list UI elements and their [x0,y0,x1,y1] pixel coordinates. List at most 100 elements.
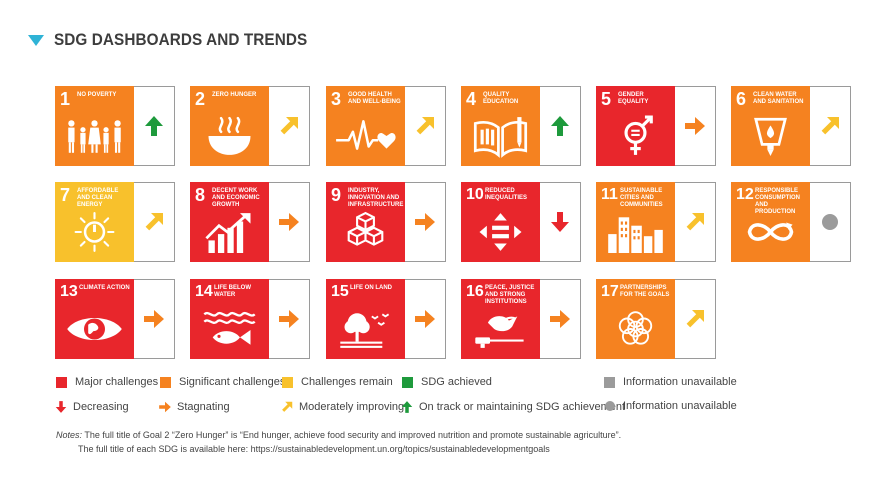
sdg-tile-13: 13 CLIMATE ACTION [55,279,134,359]
sdg-number: 12 [736,186,754,203]
grey-dot-icon [818,210,842,234]
sun-power-icon [63,208,126,256]
trend-indicator [405,279,446,359]
sdg-card-8: 8 DECENT WORK AND ECONOMIC GROWTH [190,182,310,262]
sdg-number: 2 [195,89,206,109]
sdg-label: NO POVERTY [77,92,117,98]
sdg-tile-5: 5 GENDER EQUALITY [596,86,675,166]
trend-indicator [405,182,446,262]
sdg-label: DECENT WORK AND ECONOMIC GROWTH [212,188,260,208]
arrow-right-icon [277,307,301,331]
arrow-up-right-icon [413,114,437,138]
page-title: SDG DASHBOARDS AND TRENDS [54,30,308,49]
dove-gavel-icon [469,305,532,353]
legend-info-dot-label: Information unavailable [623,400,737,412]
family-icon [63,112,126,160]
sdg-number: 10 [466,186,484,203]
sdg-label: PARTNERSHIPS FOR THE GOALS [620,285,670,298]
sdg-number: 13 [60,283,78,300]
grey-dot-icon [605,401,615,411]
sdg-tile-10: 10 REDUCED INEQUALITIES [461,182,540,262]
arrow-up-right-icon [818,114,842,138]
heartbeat-icon [334,112,397,160]
sdg-number: 8 [195,185,206,205]
city-icon [604,208,667,256]
sdg-card-10: 10 REDUCED INEQUALITIES [461,182,581,262]
legend-decreasing: Decreasing [54,400,129,414]
arrow-up-right-icon [277,114,301,138]
legend-achieved-label: SDG achieved [421,376,492,388]
sdg-label: QUALITY EDUCATION [483,92,519,105]
legend-achieved: SDG achieved [402,376,492,388]
arrow-up-icon [142,114,166,138]
equality-icon [469,208,532,256]
sdg-label: LIFE BELOW WATER [214,285,251,298]
arrow-right-icon [142,307,166,331]
notes-line-2: The full title of each SDG is available … [78,444,550,454]
sdg-tile-1: 1 NO POVERTY [55,86,134,166]
sdg-label: SUSTAINABLE CITIES AND COMMUNITIES [620,188,663,208]
book-icon [469,112,532,160]
sdg-label: CLEAN WATER AND SANITATION [753,92,804,105]
sdg-tile-3: 3 GOOD HEALTH AND WELL-BEING [326,86,405,166]
arrow-up-right-icon [280,400,294,414]
sdg-card-5: 5 GENDER EQUALITY [596,86,716,166]
arrow-right-icon [683,114,707,138]
sdg-number: 9 [331,185,342,205]
gender-icon [604,112,667,160]
legend-stagnating: Stagnating [158,400,230,414]
triangle-marker-icon [28,34,44,46]
sdg-card-6: 6 CLEAN WATER AND SANITATION [731,86,851,166]
legend-ontrack: On track or maintaining SDG achievement [400,400,625,414]
sdg-label: REDUCED INEQUALITIES [485,188,528,201]
trend-indicator [405,86,446,166]
legend: Major challenges Significant challenges … [54,376,856,422]
arrow-up-icon [548,114,572,138]
trend-indicator [269,279,310,359]
sdg-number: 14 [195,283,213,300]
sdg-label: GENDER EQUALITY [618,92,649,105]
grey-swatch [604,376,615,388]
orange-swatch [160,376,171,388]
legend-decreasing-label: Decreasing [73,401,129,413]
fish-icon [198,305,261,353]
sdg-label: RESPONSIBLE CONSUMPTION AND PRODUCTION [755,188,800,215]
legend-ontrack-label: On track or maintaining SDG achievement [419,401,626,413]
arrow-up-right-icon [683,307,707,331]
arrow-up-right-icon [683,210,707,234]
legend-moderate-label: Moderately improving [299,401,405,413]
legend-info-box-label: Information unavailable [623,376,737,388]
legend-moderate: Moderately improving [280,400,404,414]
trend-indicator [675,86,716,166]
trend-indicator [675,279,716,359]
sdg-card-12: 12 RESPONSIBLE CONSUMPTION AND PRODUCTION [731,182,851,262]
sdg-card-2: 2 ZERO HUNGER [190,86,310,166]
legend-remain-label: Challenges remain [301,376,393,388]
sdg-tile-9: 9 INDUSTRY, INNOVATION AND INFRASTRUCTURE [326,182,405,262]
sdg-label: LIFE ON LAND [350,285,392,291]
red-swatch [56,376,67,388]
arrow-right-icon [277,210,301,234]
trend-indicator [540,182,581,262]
arrow-right-icon [413,210,437,234]
sdg-number: 16 [466,283,484,300]
sdg-card-3: 3 GOOD HEALTH AND WELL-BEING [326,86,446,166]
sdg-card-4: 4 QUALITY EDUCATION [461,86,581,166]
trend-indicator [810,182,851,262]
legend-major: Major challenges [56,376,158,388]
water-icon [739,112,802,160]
arrow-right-icon [158,400,172,414]
sdg-label: AFFORDABLE AND CLEAN ENERGY [77,188,119,208]
legend-major-label: Major challenges [75,376,159,388]
sdg-tile-2: 2 ZERO HUNGER [190,86,269,166]
sdg-label: CLIMATE ACTION [79,285,130,291]
page-header: SDG DASHBOARDS AND TRENDS [28,28,335,52]
trend-indicator [134,182,175,262]
eye-globe-icon [63,305,126,353]
trend-indicator [134,86,175,166]
sdg-label: ZERO HUNGER [212,92,257,98]
sdg-tile-11: 11 SUSTAINABLE CITIES AND COMMUNITIES [596,182,675,262]
arrow-down-icon [54,400,68,414]
sdg-number: 3 [331,89,342,109]
arrow-down-icon [548,210,572,234]
